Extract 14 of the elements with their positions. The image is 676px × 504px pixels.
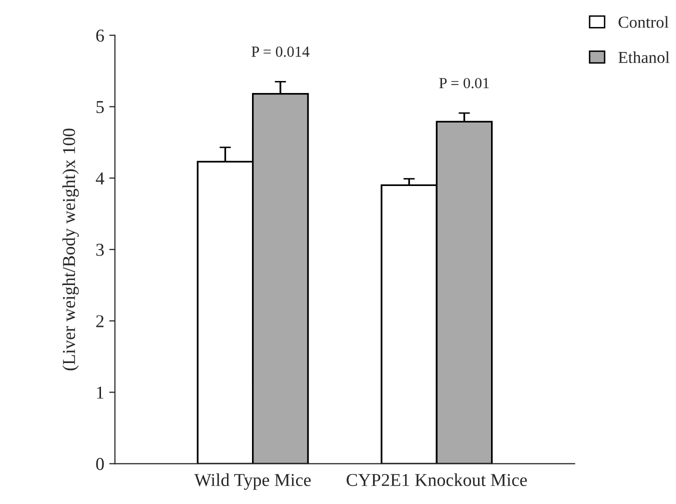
legend-label: Control [618,16,669,28]
y-tick-label: 2 [96,315,104,328]
annotation: P = 0.01 [439,78,489,88]
legend-label: Ethanol [618,51,670,64]
y-axis-title: (Liver weight/Body weight)x 100 [62,128,79,370]
y-tick-label: 0 [96,458,104,470]
y-tick-label: 3 [96,244,104,256]
x-tick-label: Wild Type Mice [194,473,311,490]
y-tick-label: 4 [96,172,104,184]
y-tick-label: 1 [97,386,104,399]
y-tick-label: 5 [96,101,104,114]
y-tick-label: 6 [96,30,104,42]
x-tick-label: CYP2E1 Knockout Mice [346,473,527,486]
annotation: P = 0.014 [252,46,310,57]
